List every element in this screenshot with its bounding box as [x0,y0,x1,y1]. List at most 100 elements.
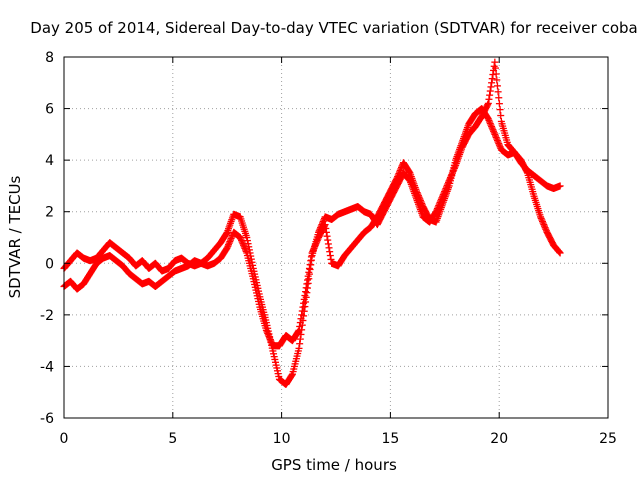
data-point-trace [488,75,496,83]
data-point-trace [489,126,497,134]
data-point-trace [396,168,404,176]
data-point-trace [305,268,313,276]
x-tick-label: 15 [381,431,399,447]
data-point-trace [228,233,236,241]
data-point-trace [301,292,309,300]
data-point-trace [326,248,334,256]
data-point-trace [322,228,330,236]
data-point [243,234,251,241]
data-point-trace [415,193,423,201]
data-points [60,58,564,388]
data-point [556,249,564,257]
data-point-trace [307,253,315,261]
data-point [537,213,545,221]
data-point-trace [395,170,403,178]
data-point-trace [494,138,502,146]
data-point [308,249,316,257]
data-point-trace [324,240,332,248]
data-point-trace [492,132,500,140]
data-point-trace [265,333,273,341]
data-point-trace [486,120,494,128]
data-point-trace [413,189,421,197]
data-point-trace [241,246,249,254]
data-point-trace [495,100,503,108]
data-point-trace [496,106,504,114]
data-point-trace [298,311,306,319]
data-point-trace [494,88,502,96]
data-point-trace [239,240,247,248]
data-point-trace [495,140,503,148]
y-tick-label: 2 [45,205,54,221]
data-point-trace [416,196,424,204]
x-tick-label: 5 [168,431,177,447]
data-point-trace [237,235,245,243]
data-point-trace [555,247,563,255]
data-point-trace [495,141,503,149]
data-point-trace [414,192,422,200]
data-point-trace [537,214,545,222]
data-point-trace [309,246,317,254]
plot-frame [63,56,609,419]
data-point-trace [485,95,493,103]
x-tick-label: 20 [490,431,508,447]
y-axis-label: SDTVAR / TECUs [6,175,24,298]
data-point-trace [238,238,246,246]
data-point-trace [555,248,563,256]
data-point-trace [538,216,546,224]
data-point-trace [303,276,311,284]
x-tick-label: 10 [273,431,291,447]
data-point-trace [310,244,318,252]
data-point-trace [263,328,271,336]
data-point [491,58,499,66]
data-point-trace [541,224,549,232]
data-point-trace [294,327,302,335]
data-point-trace [323,232,331,240]
data-point-trace [493,82,501,90]
data-point-trace [225,239,233,247]
data-point-trace [299,303,307,311]
data-point-trace [227,235,235,243]
data-point-trace [243,237,251,245]
data-point-trace [302,284,310,292]
data-point [484,115,492,123]
x-tick-label: 25 [599,431,617,447]
data-point-trace [307,257,315,265]
data-point-trace [488,79,496,87]
data-point [302,288,310,296]
data-point-trace [313,237,321,245]
data-point [393,174,401,182]
data-point-trace [539,218,547,226]
data-point-trace [539,219,547,227]
data-point-trace [394,171,402,179]
data-point-trace [313,238,321,246]
data-point-trace [488,124,496,132]
y-tick-label: 0 [45,256,54,272]
data-point-trace [304,272,312,280]
data-point-trace [492,70,500,78]
data-point-trace [240,241,248,249]
data-point-trace [486,87,494,95]
data-point-trace [396,166,404,174]
data-point-trace [311,243,319,251]
data-point-trace [298,307,306,315]
data-point-trace [484,101,492,109]
data-point-trace [303,280,311,288]
data-point-trace [267,337,275,345]
data-point-trace [226,238,234,246]
data-point-trace [225,241,233,249]
data-point [321,221,329,229]
data-point-trace [311,241,319,249]
chart-title: Day 205 of 2014, Sidereal Day-to-day VTE… [30,19,637,37]
data-point-trace [416,195,424,203]
data-point-trace [324,236,332,244]
data-point-trace [266,334,274,342]
data-point-trace [496,143,504,151]
data-point-trace [326,252,334,260]
data-point-trace [296,335,304,343]
data-point-trace [296,319,304,327]
data-point-trace [226,236,234,244]
data-point-trace [264,329,272,337]
data-point-trace [493,135,501,143]
axis-ticks: 0 5 10 15 20 25 -6 -4 -2 0 2 4 6 8 [40,50,617,447]
y-tick-label: -6 [40,411,54,427]
